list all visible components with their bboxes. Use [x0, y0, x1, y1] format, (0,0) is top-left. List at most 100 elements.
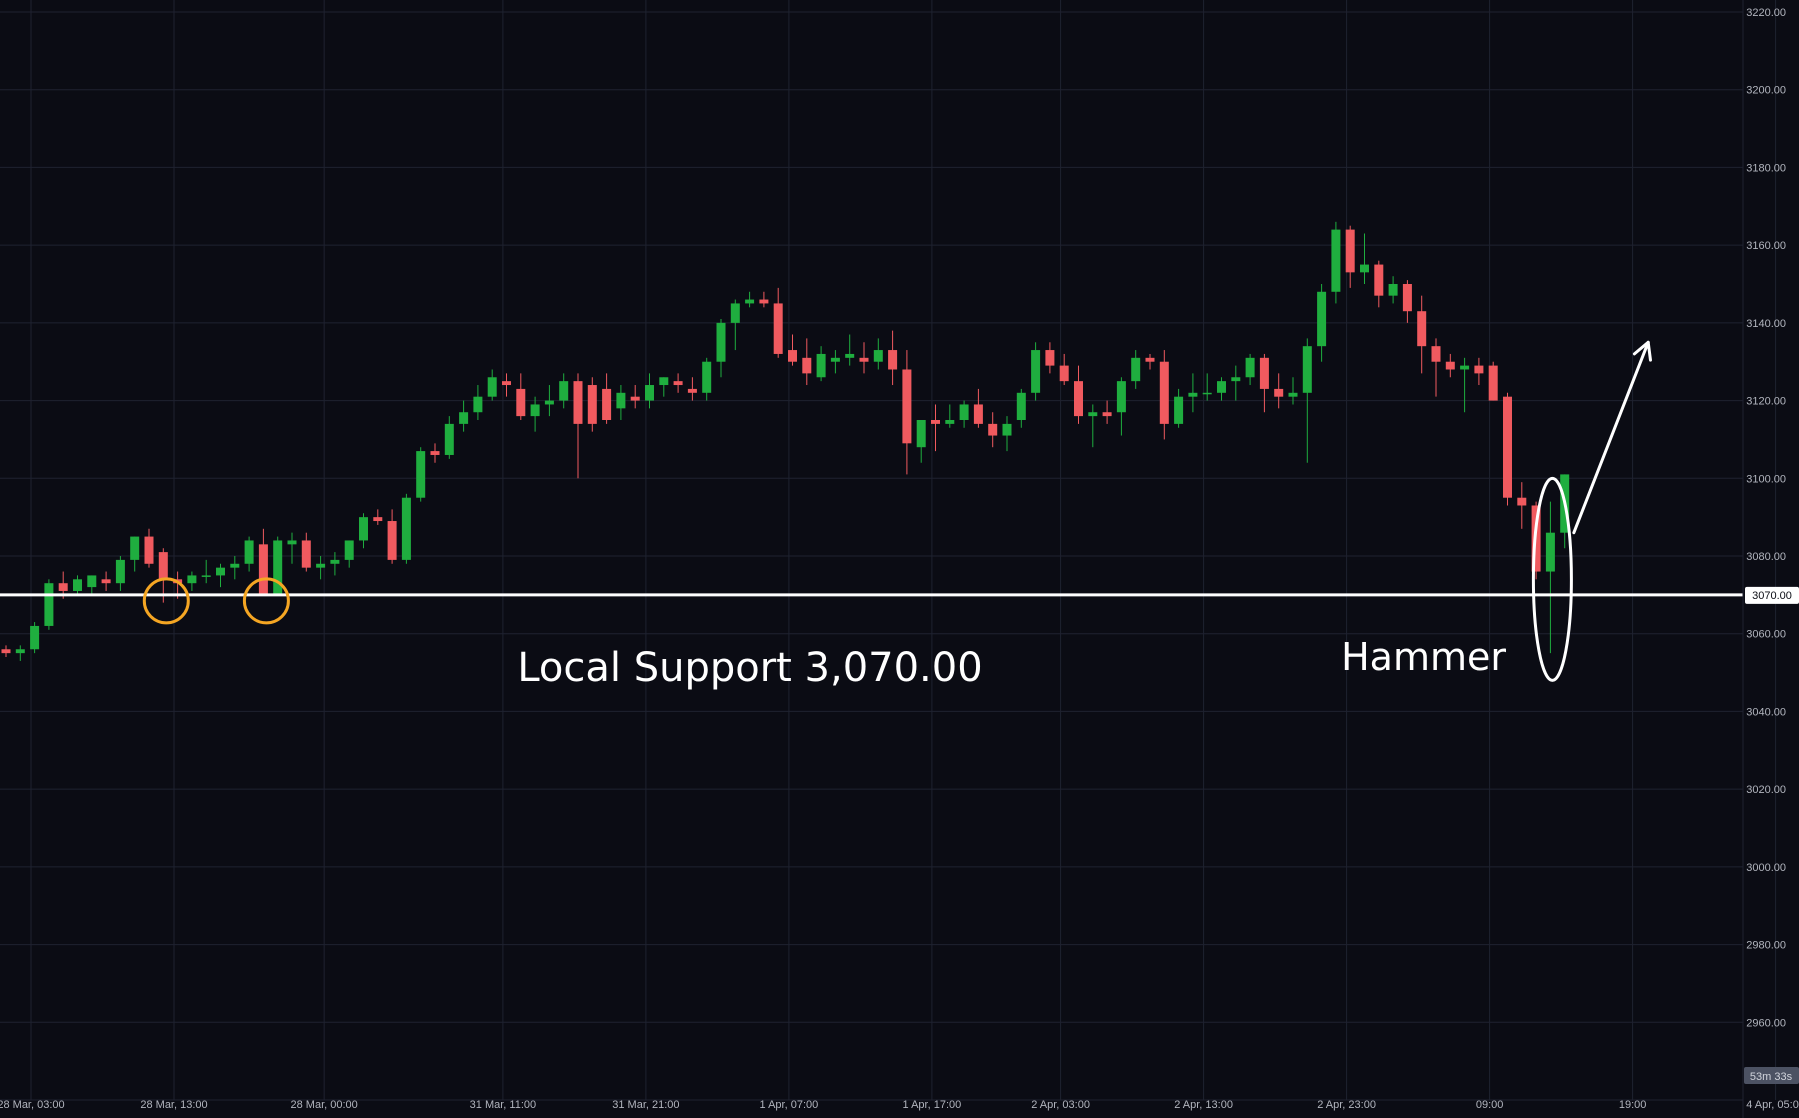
candle-up — [487, 369, 497, 401]
candle-up — [1288, 377, 1298, 405]
candle-body — [58, 583, 68, 591]
candle-body — [1188, 392, 1198, 397]
candle-body — [73, 579, 82, 591]
candle-body — [1074, 381, 1083, 417]
candle-up — [1302, 338, 1312, 463]
overlays — [0, 340, 1743, 682]
candle-down — [687, 377, 697, 401]
candle-body — [1202, 392, 1212, 395]
candle-body — [1545, 532, 1555, 572]
candle-body — [473, 396, 483, 413]
candle-body — [630, 396, 640, 401]
candle-up — [659, 377, 669, 397]
time-tick-label: 4 Apr, 05:00 — [1746, 1099, 1799, 1111]
candle-body — [1002, 423, 1012, 436]
candle-body — [702, 361, 712, 393]
candle-up — [1131, 350, 1141, 389]
candle-down — [931, 404, 940, 452]
candle-up — [1545, 501, 1555, 654]
candle-body — [1174, 396, 1184, 424]
time-tick-label: 2 Apr, 13:00 — [1174, 1099, 1233, 1111]
candle-up — [959, 400, 969, 428]
price-tick-label: 2980.00 — [1746, 940, 1786, 952]
candle-body — [416, 451, 426, 498]
candle-body — [101, 579, 111, 584]
support-price-label: 3070.00 — [1745, 586, 1799, 604]
candle-up — [1088, 404, 1098, 448]
candle-body — [258, 544, 268, 595]
candle-body — [1059, 365, 1069, 382]
candle-down — [101, 571, 111, 591]
candle-down — [301, 532, 311, 572]
candle-body — [773, 303, 783, 354]
candle-down — [1045, 342, 1055, 374]
candle-body — [516, 388, 526, 417]
candle-body — [1417, 311, 1427, 347]
candle-body — [602, 388, 612, 420]
highlight-circle — [242, 577, 290, 625]
candle-up — [616, 385, 626, 420]
candle-up — [559, 373, 569, 409]
candle-timer: 53m 33s — [1744, 1067, 1799, 1084]
candle-up — [187, 571, 197, 591]
candle-up — [15, 645, 25, 661]
price-tick-label: 2960.00 — [1746, 1017, 1786, 1029]
grid-lines — [0, 0, 1777, 1100]
candle-down — [587, 377, 597, 432]
candle-down — [1259, 353, 1269, 413]
time-tick-label: 2 Apr, 03:00 — [1031, 1099, 1090, 1111]
candle-up — [115, 556, 125, 591]
time-tick-label: 19:00 — [1619, 1099, 1647, 1111]
candle-up — [1031, 342, 1041, 401]
candle-up — [1317, 284, 1327, 362]
candle-body — [959, 404, 969, 420]
candle-down — [430, 443, 440, 463]
candle-body — [716, 322, 726, 362]
candle-up — [945, 404, 955, 428]
candle-body — [158, 552, 168, 580]
candle-down — [1059, 353, 1069, 386]
candle-body — [401, 497, 411, 560]
candle-body — [1, 649, 11, 654]
timer-text: 53m 33s — [1750, 1071, 1793, 1083]
candle-body — [115, 559, 125, 584]
candle-body — [15, 649, 25, 654]
candle-body — [244, 540, 254, 564]
price-axis[interactable]: 3220.00 3200.00 3180.00 3160.00 3140.00 3120.… — [1742, 0, 1786, 1118]
candle-up — [359, 513, 368, 549]
candles — [1, 221, 1570, 661]
candle-body — [316, 563, 326, 568]
candle-up — [1002, 416, 1012, 452]
candle-up — [1174, 388, 1184, 428]
candle-up — [30, 622, 40, 654]
candle-body — [616, 392, 626, 409]
candle-body — [859, 357, 869, 362]
candle-down — [1102, 400, 1112, 424]
candle-up — [330, 552, 340, 576]
price-tick-label: 3220.00 — [1746, 7, 1786, 19]
candle-down — [902, 350, 912, 475]
candle-down — [1145, 353, 1155, 370]
candle-down — [1074, 365, 1083, 424]
candle-up — [1460, 357, 1470, 413]
candle-up — [916, 420, 926, 463]
candle-body — [373, 517, 383, 522]
candle-down — [573, 373, 583, 479]
candle-body — [330, 559, 340, 564]
candle-body — [359, 517, 368, 541]
candle-down — [1488, 361, 1498, 401]
candle-down — [1474, 357, 1484, 386]
candle-up — [645, 373, 654, 409]
candle-down — [1402, 280, 1412, 323]
candle-body — [1231, 377, 1241, 382]
time-tick-label: 28 Mar, 13:00 — [140, 1099, 207, 1111]
candle-up — [316, 556, 326, 580]
candle-down — [1503, 392, 1512, 506]
candle-up — [745, 291, 755, 308]
candle-body — [888, 350, 898, 370]
time-axis[interactable]: 28 Mar, 03:00 28 Mar, 13:00 28 Mar, 00:00 3… — [0, 1099, 1799, 1111]
candle-down — [788, 334, 797, 366]
candle-body — [973, 404, 983, 424]
